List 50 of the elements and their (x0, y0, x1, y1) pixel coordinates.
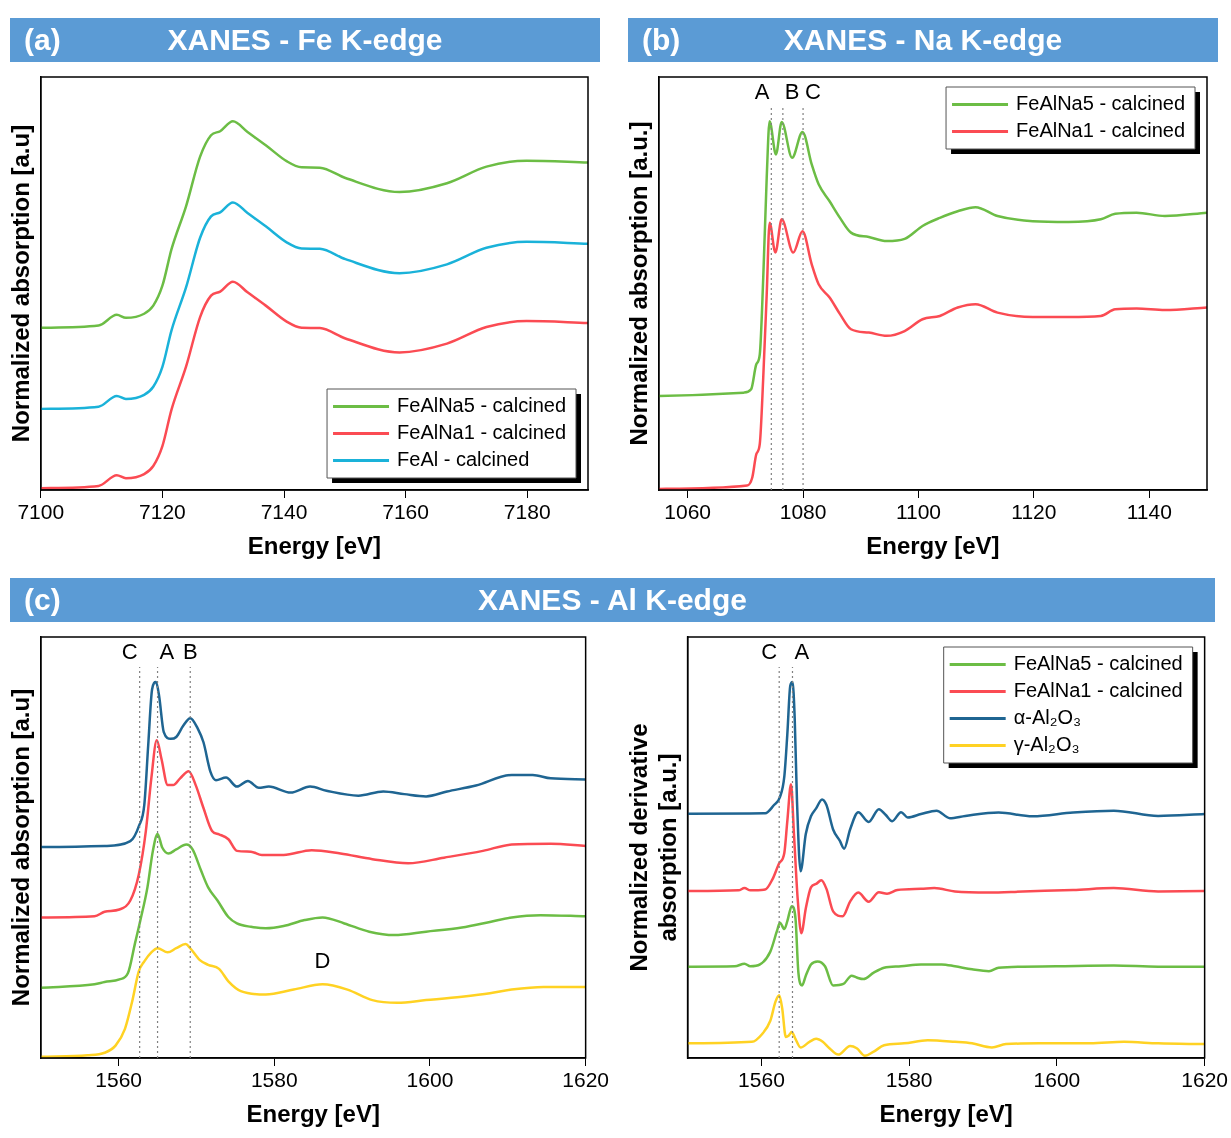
x-axis-title: Energy [eV] (247, 532, 382, 560)
x-tick-label: 1620 (1181, 1068, 1228, 1092)
ref-line-label: C (121, 639, 138, 665)
legend-label: γ-Al₂O₃ (1013, 733, 1080, 756)
x-tick-label: 1100 (895, 500, 942, 524)
y-axis-title: Normalized absorption [a.u] (7, 688, 35, 1007)
x-tick-label: 7140 (260, 500, 308, 524)
legend-label: FeAlNa5 - calcined (1013, 652, 1183, 675)
x-tick-label: 1620 (562, 1068, 609, 1092)
x-tick-label: 7120 (139, 500, 186, 524)
legend-label: α-Al₂O₃ (1013, 706, 1082, 729)
ref-line-label: B (182, 639, 198, 665)
y-axis-title: Normalized derivative absorption [a.u.] (625, 723, 681, 972)
legend-label: FeAlNa1 - calcined (1013, 679, 1183, 702)
ref-line-label: C (761, 639, 778, 665)
x-axis-title: Energy [eV] (866, 532, 1000, 560)
x-axis-title: Energy [eV] (879, 1100, 1013, 1128)
ref-line-label: A (754, 79, 770, 105)
text: (c) (24, 582, 61, 618)
annotation: D (314, 948, 331, 974)
text: (b) (642, 22, 681, 58)
x-tick-label: 1580 (885, 1068, 933, 1092)
legend-label: FeAlNa1 - calcined (397, 421, 566, 444)
legend-label: FeAlNa5 - calcined (1016, 92, 1185, 115)
x-tick-label: 7100 (17, 500, 65, 524)
ref-line-label: A (794, 639, 810, 665)
y-axis-title: Normalized absorption [a.u.] (625, 121, 653, 446)
x-tick-label: 1560 (738, 1068, 785, 1092)
chart-title: XANES - Fe K-edge (167, 23, 443, 56)
x-tick-label: 1060 (664, 500, 712, 524)
chart-title: XANES - Al K-edge (478, 583, 747, 616)
x-tick-label: 7160 (382, 500, 429, 524)
x-tick-label: 1580 (250, 1068, 298, 1092)
x-tick-label: 7180 (503, 500, 551, 524)
legend-label: FeAl - calcined (397, 448, 530, 471)
x-tick-label: 1140 (1126, 500, 1172, 524)
ref-line-label: B (784, 79, 800, 105)
x-tick-label: 1600 (1033, 1068, 1081, 1092)
x-axis-title: Energy [eV] (246, 1100, 380, 1128)
x-tick-label: 1080 (779, 500, 827, 524)
chart-title: XANES - Na K-edge (783, 23, 1063, 56)
text: (a) (24, 22, 61, 58)
x-tick-label: 1600 (406, 1068, 454, 1092)
ref-line-label: A (159, 639, 175, 665)
y-axis-title: Normalized absorption [a.u] (7, 124, 35, 443)
x-tick-label: 1560 (95, 1068, 142, 1092)
x-tick-label: 1120 (1011, 500, 1057, 524)
legend-label: FeAlNa5 - calcined (397, 394, 566, 417)
ref-line-label: C (805, 79, 822, 105)
legend-label: FeAlNa1 - calcined (1016, 119, 1185, 142)
